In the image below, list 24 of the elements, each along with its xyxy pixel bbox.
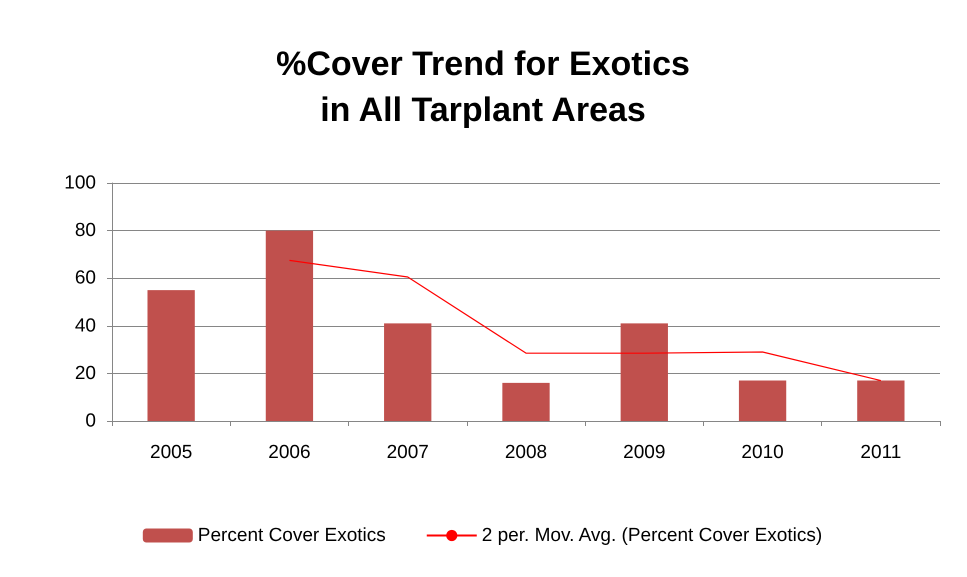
bar [147,290,195,421]
x-tick-label: 2006 [268,442,311,463]
legend-label: 2 per. Mov. Avg. (Percent Cover Exotics) [482,525,822,546]
x-tick-label: 2008 [504,442,548,463]
y-tick-label: 0 [85,410,96,432]
y-tick-label: 100 [64,172,96,194]
y-tick-label: 80 [74,220,96,242]
x-tick-label: 2010 [741,442,784,463]
x-tick-label: 2009 [623,442,666,463]
chart-title: %Cover Trend for Exotics in All Tarplant Areas [276,45,690,129]
y-tick-label: 40 [74,315,96,336]
x-tick-label: 2011 [860,442,902,463]
x-tick-label: 2005 [150,442,192,463]
x-tick-label: 2007 [386,442,429,463]
bar [502,382,550,421]
bar [620,323,668,421]
legend-label: Percent Cover Exotics [198,525,386,546]
bar [384,323,432,421]
y-tick-label: 20 [74,362,96,384]
bar [266,230,314,421]
line-series [288,260,882,382]
bar [857,380,905,421]
bar [738,380,786,421]
y-tick-label: 60 [74,268,96,289]
